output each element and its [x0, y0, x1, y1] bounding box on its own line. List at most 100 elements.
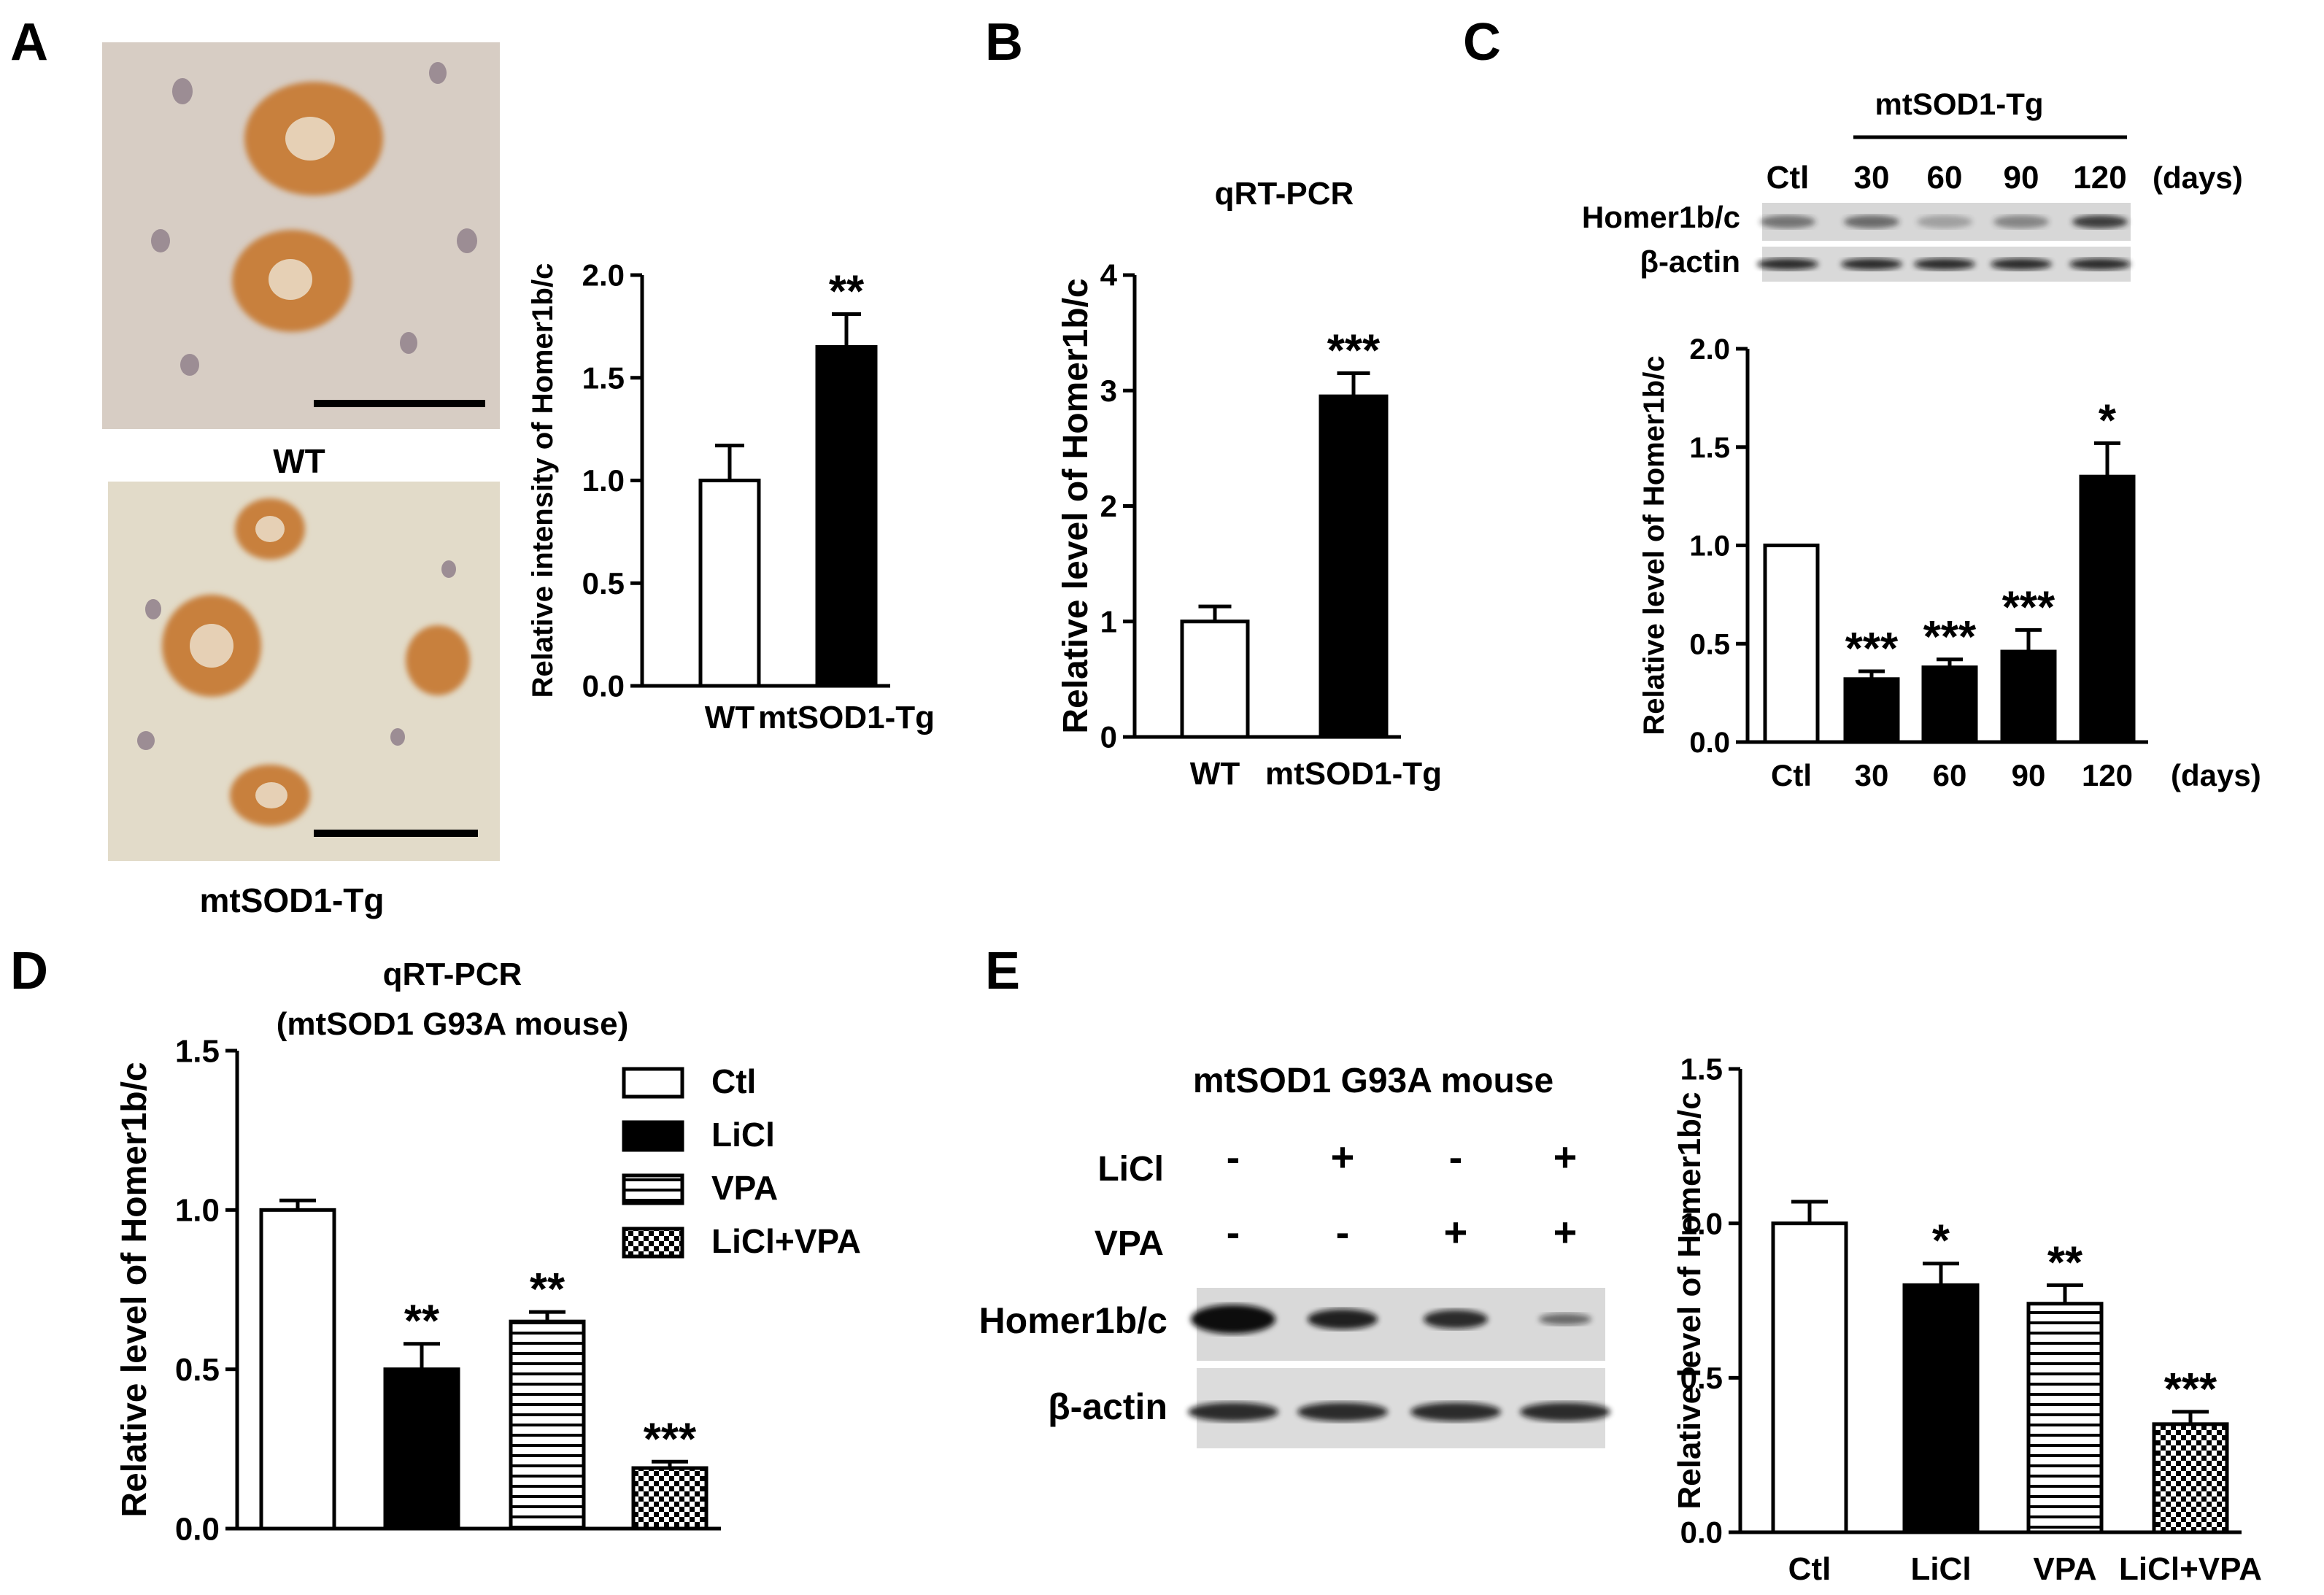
band-actin — [2069, 258, 2131, 270]
band-actin — [1297, 1402, 1388, 1421]
y-tick-label: 2.0 — [1689, 333, 1730, 366]
treatment-sign: + — [1331, 1134, 1355, 1180]
blot-e: mtSOD1 G93A mouse LiCl VPA - + - + - - + + Home… — [979, 1062, 1610, 1448]
significance-label: * — [2099, 395, 2117, 446]
blot-c-group-label: mtSOD1-Tg — [1875, 87, 2044, 121]
band-homer — [1308, 1309, 1378, 1329]
legend-swatch — [622, 1120, 684, 1152]
bar — [2079, 474, 2136, 744]
blot-c-row-homer: Homer1b/c — [1582, 200, 1740, 234]
legend-d: Ctl LiCl VPA LiCl+VPA — [622, 1062, 861, 1260]
bar — [1843, 677, 1900, 744]
treatment-sign: - — [1227, 1134, 1240, 1180]
blot-e-title: mtSOD1 G93A mouse — [1193, 1062, 1553, 1100]
treatment-sign: + — [1444, 1209, 1468, 1255]
bar — [815, 345, 878, 688]
bar — [1180, 619, 1250, 739]
band-homer — [1539, 1313, 1591, 1325]
x-tick-label: WT — [705, 700, 755, 735]
x-tick-label: Ctl — [1771, 758, 1812, 792]
y-tick-label: 0.0 — [1680, 1515, 1723, 1550]
y-axis-label: Relative level of Homer1b/c — [1672, 1092, 1707, 1509]
band-homer — [2072, 215, 2128, 228]
y-tick-label: 0.0 — [175, 1511, 220, 1547]
y-tick-label: 0.5 — [582, 566, 625, 600]
bar — [1902, 1283, 1980, 1534]
blot-e-row-actin: β-actin — [1048, 1386, 1167, 1427]
x-tick-label: LiCl — [1910, 1551, 1971, 1587]
band-homer — [1844, 215, 1899, 228]
y-tick-label: 1.0 — [1689, 530, 1730, 563]
legend-swatch — [622, 1173, 684, 1205]
micrograph-mtsod1 — [108, 482, 500, 861]
band-homer — [1191, 1305, 1275, 1334]
micrograph-mtsod1-label: mtSOD1-Tg — [200, 881, 385, 919]
bar — [509, 1319, 586, 1531]
x-tick-label: 90 — [2012, 758, 2046, 792]
band-actin — [1188, 1402, 1278, 1421]
significance-label: *** — [1923, 612, 1977, 663]
significance-label: *** — [2164, 1364, 2217, 1415]
y-tick-label: 0.5 — [1680, 1361, 1723, 1395]
blot-e-treatment-vpa: VPA — [1095, 1224, 1164, 1263]
legend-swatch — [622, 1067, 684, 1099]
bar — [2152, 1422, 2229, 1534]
panel-letter-a: A — [10, 13, 48, 72]
y-axis-label: Relative intensity of Homer1b/c — [527, 263, 559, 698]
treatment-sign: + — [1553, 1209, 1578, 1255]
blot-c-lane-label: 120 — [2073, 160, 2126, 196]
treatment-sign: - — [1227, 1209, 1240, 1255]
blot-c-lane-label: 60 — [1927, 160, 1963, 196]
x-tick-label: 60 — [1933, 758, 1967, 792]
blot-c: mtSOD1-Tg Ctl 30 60 90 120 (days) Homer1b/c … — [1582, 87, 2243, 282]
significance-label: *** — [2002, 582, 2055, 633]
x-tick-label: 120 — [2082, 758, 2133, 792]
chart-title: qRT-PCR — [1215, 176, 1354, 212]
bar — [1319, 394, 1389, 739]
blot-c-row-actin: β-actin — [1640, 244, 1740, 279]
blot-c-lane-label: 90 — [2004, 160, 2039, 196]
micrograph-wt — [102, 42, 500, 429]
legend-label: LiCl+VPA — [711, 1222, 861, 1260]
band-actin — [1520, 1402, 1610, 1421]
legend-label: Ctl — [711, 1062, 756, 1100]
panel-letter-b: B — [985, 13, 1023, 72]
chart-a: 0.0 0.5 1.0 1.5 2.0 Relative intensity of Hom… — [527, 258, 935, 735]
y-tick-label: 0.5 — [1689, 628, 1730, 660]
y-tick-label: 3 — [1100, 374, 1117, 408]
y-tick-label: 1.0 — [175, 1193, 220, 1229]
blot-e-row-homer: Homer1b/c — [979, 1300, 1167, 1341]
y-tick-label: 1.0 — [582, 463, 625, 498]
bar — [1921, 665, 1978, 744]
bar — [383, 1367, 460, 1531]
panel-letter-d: D — [10, 942, 48, 1000]
y-tick-label: 1.5 — [1689, 432, 1730, 464]
x-tick-label: VPA — [2033, 1551, 2096, 1587]
significance-label: ** — [404, 1297, 440, 1347]
treatment-sign: - — [1336, 1209, 1350, 1255]
legend-label: VPA — [711, 1169, 778, 1207]
panel-letter-c: C — [1463, 13, 1501, 72]
significance-label: *** — [644, 1414, 697, 1464]
band-actin — [1757, 258, 1818, 270]
x-tick-label: 30 — [1855, 758, 1889, 792]
y-tick-label: 1.5 — [1680, 1052, 1723, 1086]
y-axis-label: Relative level of Homer1b/c — [115, 1062, 154, 1517]
chart-e: 0.0 0.5 1.0 1.5 Relative level of Homer1b/c C… — [1672, 1052, 2262, 1587]
micrograph-wt-label: WT — [273, 442, 325, 480]
y-tick-label: 0.5 — [175, 1352, 220, 1388]
band-actin — [1991, 258, 2052, 270]
bar — [2026, 1302, 2104, 1534]
blot-c-lane-label: Ctl — [1767, 160, 1810, 196]
y-tick-label: 2.0 — [582, 258, 625, 293]
significance-label: * — [1932, 1216, 1950, 1267]
x-unit-label: (days) — [2171, 758, 2261, 792]
y-axis-label: Relative level of Homer1b/c — [1638, 355, 1670, 735]
bar — [1771, 1221, 1848, 1534]
chart-subtitle: (mtSOD1 G93A mouse) — [277, 1006, 628, 1042]
panel-letter-e: E — [985, 942, 1020, 1000]
bar — [1763, 544, 1820, 744]
treatment-sign: - — [1449, 1134, 1463, 1180]
y-axis-label: Relative level of Homer1b/c — [1057, 278, 1095, 733]
